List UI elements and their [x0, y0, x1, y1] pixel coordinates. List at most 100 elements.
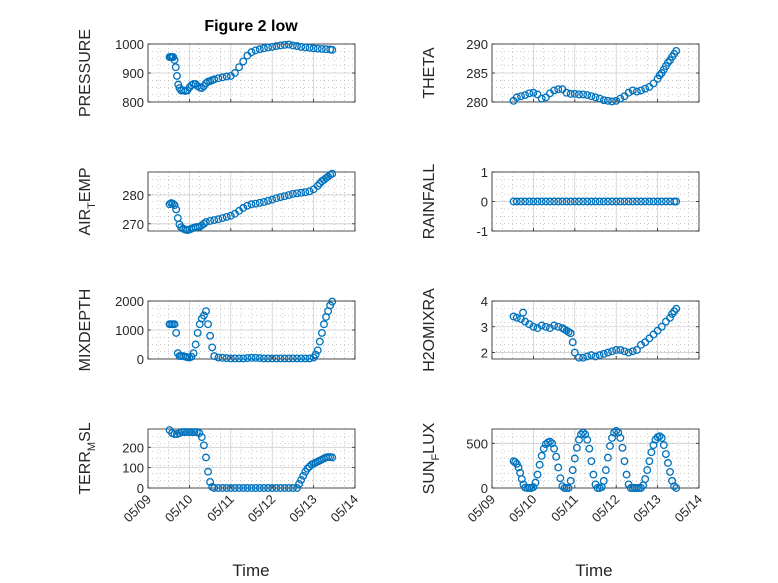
data-point [206, 331, 215, 340]
data-point [645, 197, 654, 206]
data-point [305, 43, 314, 52]
data-point [610, 428, 619, 437]
data-point [608, 347, 617, 356]
y-tick-label: 2000 [115, 294, 144, 309]
subplot-pressure: 800 900 1000 PRESSURE [77, 29, 356, 117]
data-point [284, 484, 293, 492]
data-point [570, 89, 579, 98]
data-point [632, 197, 641, 206]
data-point [666, 467, 674, 476]
data-point [214, 215, 223, 224]
data-point [276, 41, 285, 50]
data-point [210, 484, 219, 492]
subplot-sun_flux: 0 500 05/09 05/10 05/11 05/12 05/13 05/14 SUNFLU… [421, 422, 705, 525]
data-point [537, 197, 546, 206]
data-point [172, 205, 181, 214]
y-axis-label: TERRMSL [77, 422, 98, 494]
data-point [643, 466, 652, 475]
data-point [288, 189, 297, 198]
y-axis-label: MIXDEPTH [77, 289, 94, 372]
data-point [601, 466, 610, 475]
data-point [519, 308, 527, 317]
data-point [620, 347, 629, 356]
data-point [546, 437, 554, 446]
data-point [247, 200, 256, 209]
data-point [299, 471, 308, 480]
data-point [537, 94, 546, 103]
data-point [197, 84, 206, 93]
data-point [550, 321, 559, 330]
data-point [264, 196, 273, 205]
y-axis-label-tail: SL [77, 422, 94, 442]
data-point [529, 322, 538, 331]
series-markers [509, 426, 681, 492]
y-tick-label: -1 [476, 224, 488, 239]
data-point [672, 197, 681, 206]
data-point [649, 330, 658, 339]
data-point [222, 212, 231, 221]
data-point [670, 482, 679, 491]
y-axis-label-subscript: T [86, 202, 98, 209]
data-point [268, 484, 277, 492]
x-tick-label: 05/09 [121, 492, 155, 526]
data-point [170, 430, 179, 439]
data-point [235, 354, 244, 363]
data-point [182, 428, 191, 437]
x-axis-label-right: Time [575, 561, 612, 580]
y-tick-label: 1 [481, 165, 488, 180]
data-point [587, 457, 596, 466]
data-point [589, 470, 598, 479]
data-point [202, 453, 210, 462]
y-axis-label-tail: LUX [421, 422, 438, 453]
data-point [657, 433, 666, 442]
y-tick-label: 1000 [115, 323, 144, 338]
data-point [222, 354, 231, 363]
data-point [247, 48, 256, 57]
data-point [199, 311, 208, 320]
data-point [259, 354, 268, 363]
data-point [608, 97, 617, 106]
data-point [280, 354, 289, 363]
data-point [632, 87, 641, 96]
data-point [655, 71, 664, 80]
data-point [326, 301, 335, 310]
data-point [185, 428, 194, 437]
data-point [191, 340, 200, 349]
data-point [529, 483, 538, 492]
data-point [218, 214, 227, 222]
x-tick-label: 05/12 [245, 492, 279, 526]
data-point [554, 85, 563, 94]
y-tick-label: 1000 [115, 37, 144, 52]
data-point [255, 354, 264, 363]
x-tick-label: 05/13 [630, 492, 664, 526]
data-point [297, 188, 306, 197]
data-point [616, 433, 625, 442]
data-point [272, 42, 281, 50]
data-point [620, 197, 629, 206]
data-point [170, 201, 179, 210]
data-point [624, 197, 633, 206]
data-point [168, 199, 177, 208]
data-point [251, 46, 260, 55]
data-point [218, 73, 227, 82]
data-point [280, 40, 289, 49]
series-markers [165, 297, 337, 363]
y-tick-label: 200 [122, 440, 144, 455]
data-point [661, 450, 670, 458]
data-point [664, 58, 672, 67]
data-point [661, 317, 670, 326]
data-point [214, 484, 223, 492]
data-point [204, 320, 212, 329]
data-point [556, 474, 565, 483]
data-point [280, 192, 289, 201]
data-point [180, 428, 189, 437]
y-axis-label-tail: EMP [77, 167, 94, 202]
x-tick-label: 05/10 [506, 492, 540, 526]
data-point [284, 191, 293, 199]
y-axis-label-subscript: F [430, 454, 442, 461]
data-point [521, 91, 530, 99]
data-point [320, 320, 328, 329]
subplot-h2omixra: 2 3 4 H2OMIXRA [421, 288, 700, 372]
data-point [235, 484, 244, 492]
